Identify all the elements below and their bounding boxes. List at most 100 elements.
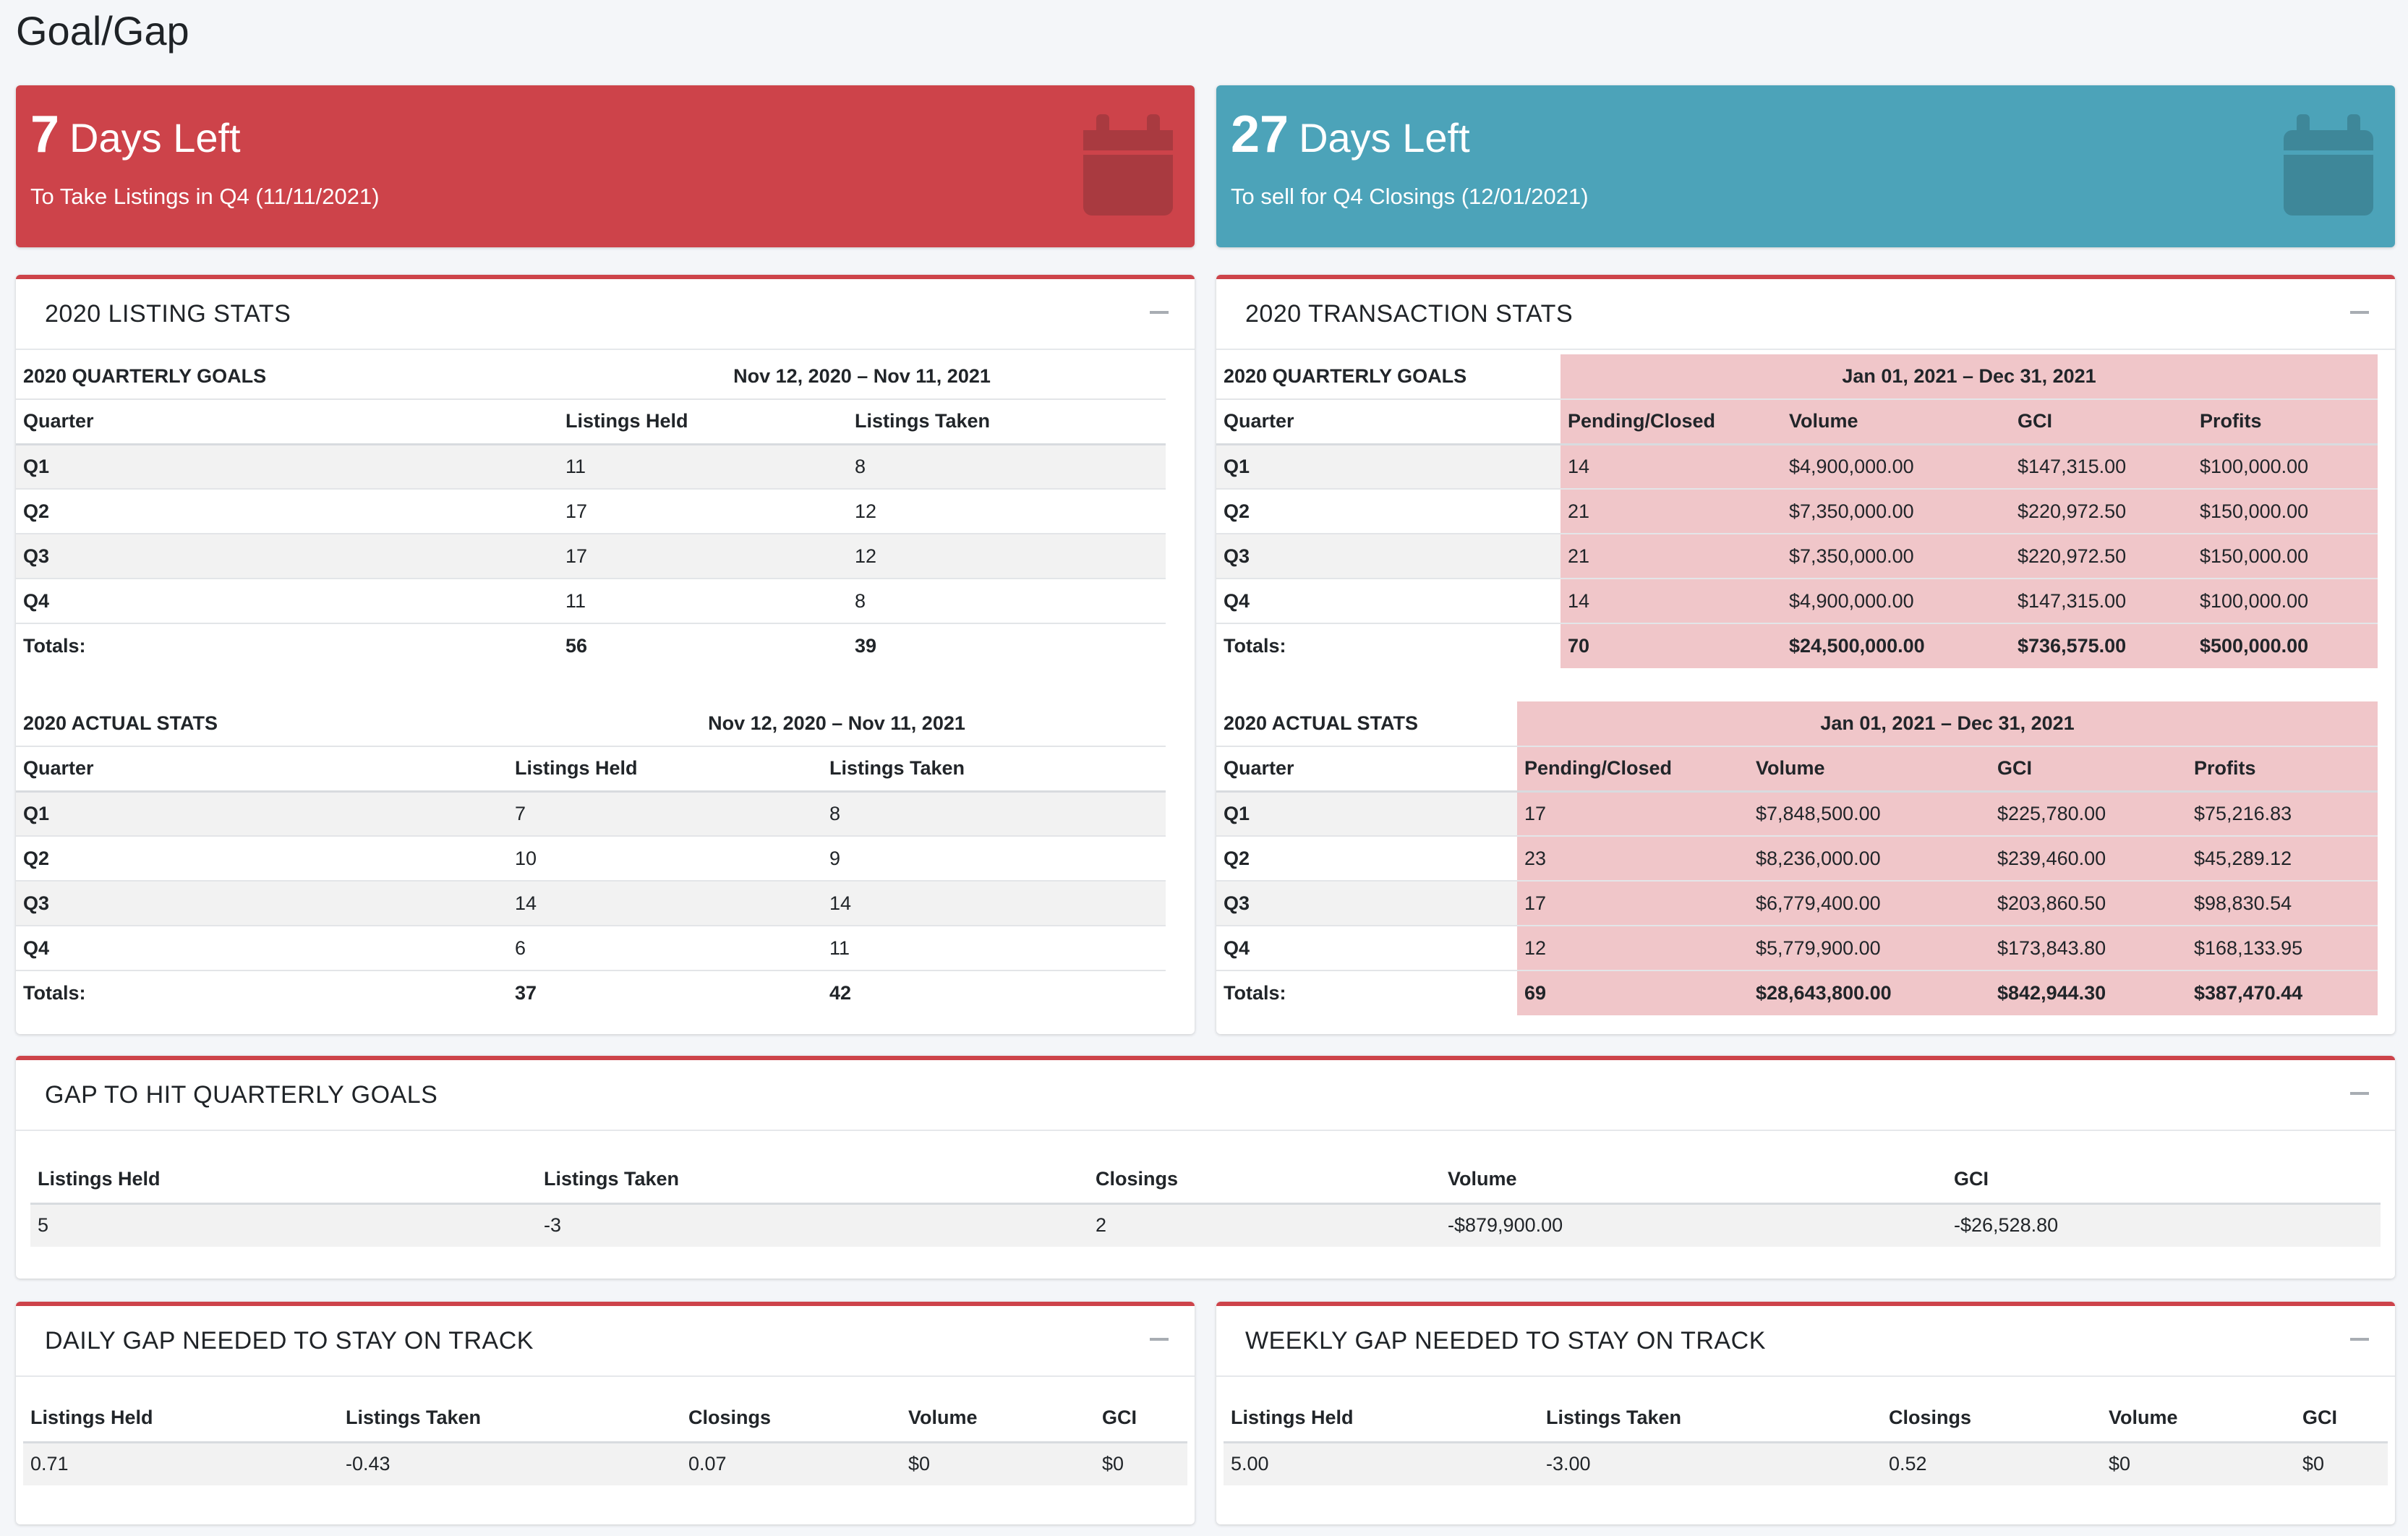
date-range: Jan 01, 2021 – Dec 31, 2021 xyxy=(1517,701,2378,746)
gap-quarterly-card: GAP TO HIT QUARTERLY GOALS Listings Held… xyxy=(16,1056,2395,1279)
listing-stats-card: 2020 LISTING STATS 2020 QUARTERLY GOALS … xyxy=(16,275,1195,1034)
table-row: Q2 17 12 xyxy=(16,488,1166,534)
card-title: 2020 TRANSACTION STATS xyxy=(1245,300,1574,328)
table-row: 5.00 -3.00 0.52 $0 $0 xyxy=(1224,1442,2388,1485)
table-row: Q3 17 12 xyxy=(16,533,1166,579)
days-left-closings-heading: 27 Days Left xyxy=(1231,108,1470,164)
table-row: Q1 14 $4,900,000.00 $147,315.00 $100,000.00 xyxy=(1216,443,2378,489)
column-header: Listings Taken xyxy=(537,1156,1088,1205)
listing-goals-table: 2020 QUARTERLY GOALS Nov 12, 2020 – Nov … xyxy=(16,354,1166,668)
collapse-button[interactable] xyxy=(2350,1092,2369,1095)
column-header: Quarter xyxy=(1216,398,1560,445)
column-header: Listings Taken xyxy=(848,398,1166,445)
table-heading: 2020 QUARTERLY GOALS xyxy=(1224,365,1467,387)
column-header: GCI xyxy=(2010,398,2193,445)
column-header: Profits xyxy=(2187,746,2378,793)
calendar-icon xyxy=(1083,114,1173,216)
card-title: GAP TO HIT QUARTERLY GOALS xyxy=(45,1081,438,1109)
table-row: Q4 14 $4,900,000.00 $147,315.00 $100,000.00 xyxy=(1216,578,2378,623)
column-header: Pending/Closed xyxy=(1517,746,1749,793)
totals-row: Totals: 37 42 xyxy=(16,970,1166,1015)
table-row: Q1 17 $7,848,500.00 $225,780.00 $75,216.83 xyxy=(1216,790,2378,836)
table-row: 0.71 -0.43 0.07 $0 $0 xyxy=(23,1442,1187,1485)
totals-row: Totals: 56 39 xyxy=(16,623,1166,668)
card-header: 2020 TRANSACTION STATS xyxy=(1216,279,2395,350)
column-header: Profits xyxy=(2193,398,2378,445)
column-header: Volume xyxy=(1440,1156,1947,1205)
column-header: Quarter xyxy=(1216,746,1517,793)
table-row: Q3 14 14 xyxy=(16,880,1166,926)
table-row: Q3 17 $6,779,400.00 $203,860.50 $98,830.54 xyxy=(1216,880,2378,926)
column-header: Quarter xyxy=(16,746,508,793)
column-header: GCI xyxy=(1990,746,2187,793)
table-row: Q2 23 $8,236,000.00 $239,460.00 $45,289.12 xyxy=(1216,835,2378,881)
days-left-listings-sub: To Take Listings in Q4 (11/11/2021) xyxy=(30,184,380,209)
gap-daily-table: Listings Held Listings Taken Closings Vo… xyxy=(23,1394,1187,1485)
column-header: Quarter xyxy=(16,398,558,445)
column-header: Listings Held xyxy=(23,1394,338,1443)
collapse-button[interactable] xyxy=(1150,311,1169,314)
collapse-button[interactable] xyxy=(1150,1338,1169,1341)
table-row: Q4 12 $5,779,900.00 $173,843.80 $168,133.95 xyxy=(1216,925,2378,970)
column-header: Listings Held xyxy=(558,398,848,445)
date-range: Nov 12, 2020 – Nov 11, 2021 xyxy=(733,365,991,387)
column-header: Volume xyxy=(901,1394,1095,1443)
days-left-listings-box: 7 Days Left To Take Listings in Q4 (11/11… xyxy=(16,85,1195,247)
column-header: Listings Held xyxy=(508,746,822,793)
table-heading: 2020 ACTUAL STATS xyxy=(1224,712,1419,734)
column-header: Listings Taken xyxy=(1539,1394,1882,1443)
days-left-closings-label: Days Left xyxy=(1299,115,1470,161)
column-header: Listings Taken xyxy=(822,746,1166,793)
gap-daily-card: DAILY GAP NEEDED TO STAY ON TRACK Listin… xyxy=(16,1302,1195,1524)
days-left-listings-label: Days Left xyxy=(69,115,241,161)
column-header: Listings Taken xyxy=(338,1394,681,1443)
card-header: WEEKLY GAP NEEDED TO STAY ON TRACK xyxy=(1216,1306,2395,1377)
column-header: Volume xyxy=(1749,746,1990,793)
table-row: Q1 7 8 xyxy=(16,790,1166,836)
transaction-stats-card: 2020 TRANSACTION STATS 2020 QUARTERLY GO… xyxy=(1216,275,2395,1034)
card-header: DAILY GAP NEEDED TO STAY ON TRACK xyxy=(16,1306,1195,1377)
days-left-closings-number: 27 xyxy=(1231,106,1289,163)
column-header: Closings xyxy=(1882,1394,2101,1443)
column-header: Listings Held xyxy=(1224,1394,1539,1443)
table-row: Q1 11 8 xyxy=(16,443,1166,489)
column-header: Listings Held xyxy=(30,1156,537,1205)
column-header: GCI xyxy=(1095,1394,1187,1443)
card-header: GAP TO HIT QUARTERLY GOALS xyxy=(16,1060,2395,1131)
table-row: Q2 21 $7,350,000.00 $220,972.50 $150,000.00 xyxy=(1216,488,2378,534)
totals-row: Totals: 69 $28,643,800.00 $842,944.30 $387,4… xyxy=(1216,970,2378,1015)
table-heading: 2020 QUARTERLY GOALS xyxy=(23,365,267,387)
card-title: DAILY GAP NEEDED TO STAY ON TRACK xyxy=(45,1327,534,1354)
table-row: Q4 11 8 xyxy=(16,578,1166,623)
gap-quarterly-table: Listings Held Listings Taken Closings Vo… xyxy=(30,1156,2381,1247)
column-header: Closings xyxy=(1088,1156,1440,1205)
calendar-icon xyxy=(2284,114,2373,216)
transaction-goals-table: 2020 QUARTERLY GOALS Jan 01, 2021 – Dec … xyxy=(1216,354,2378,668)
collapse-button[interactable] xyxy=(2350,1338,2369,1341)
column-header: GCI xyxy=(1947,1156,2381,1205)
column-header: GCI xyxy=(2295,1394,2388,1443)
card-title: 2020 LISTING STATS xyxy=(45,300,291,328)
days-left-listings-number: 7 xyxy=(30,106,60,163)
date-range: Nov 12, 2020 – Nov 11, 2021 xyxy=(708,712,965,734)
date-range: Jan 01, 2021 – Dec 31, 2021 xyxy=(1560,354,2378,399)
listing-actual-table: 2020 ACTUAL STATS Nov 12, 2020 – Nov 11,… xyxy=(16,701,1166,1015)
column-header: Volume xyxy=(1782,398,2010,445)
days-left-listings-heading: 7 Days Left xyxy=(30,108,241,164)
table-row: Q4 6 11 xyxy=(16,925,1166,970)
collapse-button[interactable] xyxy=(2350,311,2369,314)
gap-weekly-card: WEEKLY GAP NEEDED TO STAY ON TRACK Listi… xyxy=(1216,1302,2395,1524)
days-left-closings-box: 27 Days Left To sell for Q4 Closings (12/… xyxy=(1216,85,2395,247)
transaction-actual-table: 2020 ACTUAL STATS Jan 01, 2021 – Dec 31,… xyxy=(1216,701,2378,1015)
column-header: Volume xyxy=(2101,1394,2295,1443)
table-row: Q3 21 $7,350,000.00 $220,972.50 $150,000.00 xyxy=(1216,533,2378,579)
gap-weekly-table: Listings Held Listings Taken Closings Vo… xyxy=(1224,1394,2388,1485)
table-heading: 2020 ACTUAL STATS xyxy=(23,712,218,734)
days-left-closings-sub: To sell for Q4 Closings (12/01/2021) xyxy=(1231,184,1589,209)
column-header: Closings xyxy=(681,1394,901,1443)
card-header: 2020 LISTING STATS xyxy=(16,279,1195,350)
card-title: WEEKLY GAP NEEDED TO STAY ON TRACK xyxy=(1245,1327,1766,1354)
page-title: Goal/Gap xyxy=(16,8,189,54)
column-header: Pending/Closed xyxy=(1560,398,1782,445)
totals-row: Totals: 70 $24,500,000.00 $736,575.00 $500,0… xyxy=(1216,623,2378,668)
